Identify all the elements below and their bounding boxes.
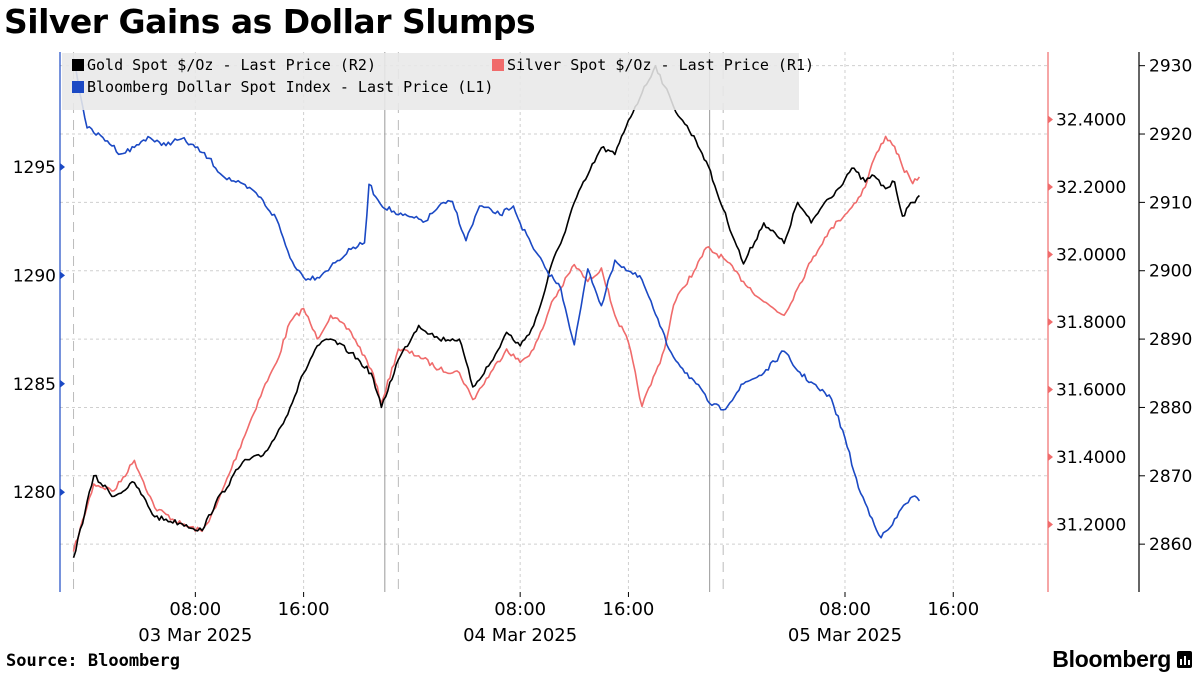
r1-tick-label-0: 31.2000	[1056, 516, 1126, 536]
legend-swatch-2	[72, 81, 84, 93]
r1-tick-mark-3	[1048, 318, 1053, 326]
legend-label-1: Silver Spot $/Oz - Last Price (R1)	[507, 56, 814, 74]
r1-tick-label-6: 32.4000	[1056, 111, 1126, 131]
chart-title: Silver Gains as Dollar Slumps	[4, 2, 536, 41]
left-tick-label-3: 1295	[13, 158, 56, 178]
r1-tick-mark-6	[1048, 115, 1053, 124]
legend: Gold Spot $/Oz - Last Price (R2) Silver S…	[62, 53, 814, 110]
x-tick-label-2: 08:00	[494, 599, 546, 620]
brand-name: Bloomberg	[1052, 646, 1171, 672]
left-tick-mark-3	[60, 162, 65, 171]
x-tick-label-4: 08:00	[819, 599, 871, 620]
r1-tick-mark-1	[1048, 453, 1053, 461]
r1-tick-mark-2	[1048, 385, 1053, 394]
x-tick-label-5: 16:00	[927, 599, 979, 620]
left-tick-mark-0	[60, 488, 65, 497]
left-tick-mark-1	[60, 379, 65, 388]
r1-tick-label-3: 31.8000	[1056, 313, 1126, 333]
r1-tick-mark-5	[1048, 183, 1053, 191]
legend-label-2: Bloomberg Dollar Spot Index - Last Price…	[87, 78, 493, 96]
x-tick-label-1: 16:00	[278, 599, 330, 620]
r1-tick-mark-0	[1048, 520, 1053, 529]
r2-tick-label-1: 2870	[1149, 467, 1192, 487]
r1-tick-label-4: 32.0000	[1056, 246, 1126, 266]
r1-tick-label-5: 32.2000	[1056, 178, 1126, 198]
r1-tick-mark-4	[1048, 250, 1053, 259]
brand-logo: Bloomberg	[1052, 646, 1192, 673]
x-tick-label-3: 16:00	[603, 599, 655, 620]
r2-tick-label-5: 2910	[1149, 193, 1192, 213]
legend-label-0: Gold Spot $/Oz - Last Price (R2)	[87, 56, 376, 74]
x-date-label-2: 04 Mar 2025	[463, 625, 577, 646]
plot-area: 1280 1285 1290 1295 31.2000 31.4000 31.6000 31.…	[13, 52, 1192, 646]
legend-swatch-1	[492, 59, 504, 71]
bloomberg-terminal-icon	[1177, 651, 1192, 668]
r2-tick-label-3: 2890	[1149, 330, 1192, 350]
r2-tick-label-6: 2920	[1149, 125, 1192, 145]
r2-tick-label-2: 2880	[1149, 398, 1192, 418]
series-line-1	[72, 135, 921, 552]
left-tick-label-2: 1290	[13, 266, 56, 286]
r1-tick-label-1: 31.4000	[1056, 448, 1126, 468]
left-tick-label-1: 1285	[13, 375, 56, 395]
r2-tick-label-4: 2900	[1149, 262, 1192, 282]
source-note: Source: Bloomberg	[6, 651, 180, 671]
r1-tick-label-2: 31.6000	[1056, 381, 1126, 401]
x-date-label-4: 05 Mar 2025	[788, 625, 902, 646]
r2-tick-label-7: 2930	[1149, 57, 1192, 77]
x-tick-label-0: 08:00	[169, 599, 221, 620]
series-line-2	[72, 58, 921, 539]
left-tick-label-0: 1280	[13, 483, 56, 503]
legend-swatch-0	[72, 59, 84, 71]
left-tick-mark-2	[60, 271, 65, 280]
series-line-0	[72, 64, 920, 559]
x-date-label-0: 03 Mar 2025	[138, 625, 252, 646]
r2-tick-label-0: 2860	[1149, 535, 1192, 555]
legend-background	[62, 53, 799, 110]
